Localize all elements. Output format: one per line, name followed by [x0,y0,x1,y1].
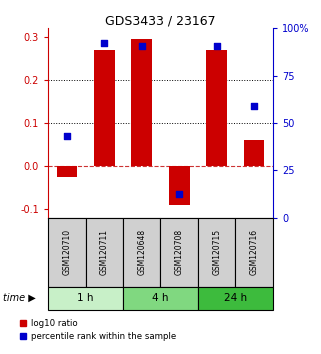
Bar [169,166,189,205]
Bar [123,218,160,287]
Bar [123,287,198,310]
Title: GDS3433 / 23167: GDS3433 / 23167 [105,14,216,27]
Bar [48,218,86,287]
Text: GSM120715: GSM120715 [212,229,221,275]
Bar [56,166,77,177]
Bar [94,50,115,166]
Bar [244,140,265,166]
Text: GSM120708: GSM120708 [175,229,184,275]
Point [214,43,219,48]
Bar [160,218,198,287]
Bar [86,218,123,287]
Bar [48,287,123,310]
Text: GSM120710: GSM120710 [62,229,71,275]
Text: GSM120648: GSM120648 [137,229,146,275]
Point [139,43,144,48]
Text: 24 h: 24 h [224,293,247,303]
Text: 4 h: 4 h [152,293,169,303]
Bar [235,218,273,287]
Legend: log10 ratio, percentile rank within the sample: log10 ratio, percentile rank within the … [20,319,176,341]
Text: time ▶: time ▶ [3,293,36,303]
Text: GSM120711: GSM120711 [100,229,109,275]
Bar [198,218,235,287]
Text: 1 h: 1 h [77,293,94,303]
Point [252,103,257,109]
Point [177,191,182,197]
Bar [132,39,152,166]
Point [64,133,69,139]
Bar [206,50,227,166]
Point [102,41,107,46]
Text: GSM120716: GSM120716 [250,229,259,275]
Bar [198,287,273,310]
